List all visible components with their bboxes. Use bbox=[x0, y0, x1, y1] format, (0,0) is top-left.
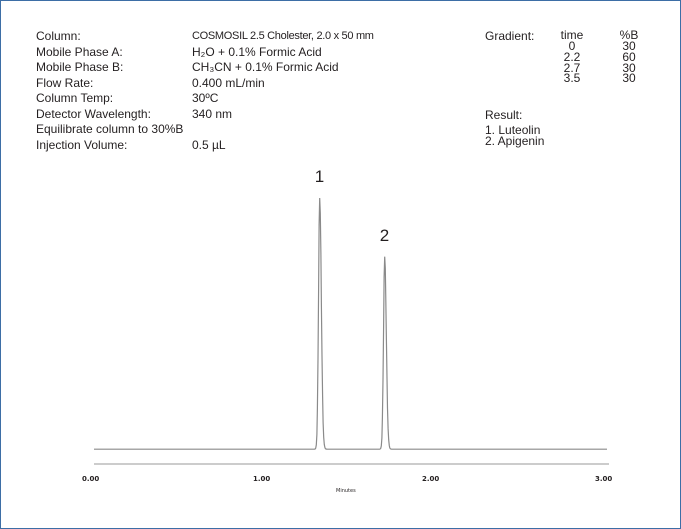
condition-label: Detector Wavelength: bbox=[36, 106, 151, 121]
gradient-b-cell: 30 bbox=[622, 39, 636, 53]
injection-volume-value: 0.5 µL bbox=[192, 138, 226, 152]
conditions-labels: Column: Mobile Phase A: Mobile Phase B: … bbox=[36, 29, 151, 122]
gradient-time-cell: 2.7 bbox=[563, 60, 581, 75]
column-temp-value: 30ºC bbox=[192, 91, 219, 105]
column-value: COSMOSIL 2.5 Cholester, 2.0 x 50 mm bbox=[192, 30, 374, 42]
gradient-title: Gradient: bbox=[485, 29, 535, 43]
condition-label: Column Temp: bbox=[36, 91, 114, 105]
condition-label: Column: bbox=[36, 29, 81, 43]
wavelength-value: 340 nm bbox=[192, 106, 233, 121]
gradient-time-cell: 0 bbox=[568, 39, 576, 53]
x-tick-label: 2.00 bbox=[422, 475, 440, 483]
x-tick-label: 3.00 bbox=[595, 475, 613, 483]
gradient-time-column: time 0 2.2 2.7 3.5 bbox=[556, 29, 588, 84]
gradient-time-cell: 3.5 bbox=[563, 71, 581, 86]
x-tick-label: 1.00 bbox=[253, 475, 271, 483]
result-list: 1. Luteolin 2. Apigenin bbox=[485, 123, 545, 148]
gradient-time-cell: 2.2 bbox=[563, 49, 581, 64]
x-tick-label: 0.00 bbox=[82, 475, 100, 483]
peak-label: 1 bbox=[314, 167, 325, 186]
gradient-b-cell: 60 bbox=[622, 49, 636, 64]
flow-rate-value: 0.400 mL/min bbox=[192, 75, 265, 90]
gradient-b-cell: 30 bbox=[622, 60, 636, 75]
mobile-phase-a-value: H₂O + 0.1% Formic Acid bbox=[192, 44, 322, 59]
gradient-b-header: %B bbox=[619, 28, 639, 42]
equilibrate-note: Equilibrate column to 30%B bbox=[36, 122, 184, 136]
condition-label: Mobile Phase B: bbox=[36, 60, 124, 74]
conditions-values: COSMOSIL 2.5 Cholester, 2.0 x 50 mm H₂O … bbox=[192, 29, 374, 122]
chromatogram-trace bbox=[94, 197, 607, 450]
result-item: 1. Luteolin bbox=[485, 123, 541, 137]
gradient-b-column: %B 30 60 30 30 bbox=[618, 29, 640, 84]
condition-label: Mobile Phase A: bbox=[36, 44, 123, 59]
mobile-phase-b-value: CH₃CN + 0.1% Formic Acid bbox=[192, 60, 339, 74]
result-item: 2. Apigenin bbox=[485, 134, 545, 148]
gradient-time-header: time bbox=[560, 28, 584, 42]
injection-volume-label: Injection Volume: bbox=[36, 138, 128, 152]
result-title: Result: bbox=[485, 108, 523, 122]
gradient-b-cell: 30 bbox=[622, 71, 636, 86]
condition-label: Flow Rate: bbox=[36, 75, 94, 90]
peak-label: 2 bbox=[379, 225, 390, 245]
x-axis-label: Minutes bbox=[336, 488, 356, 494]
